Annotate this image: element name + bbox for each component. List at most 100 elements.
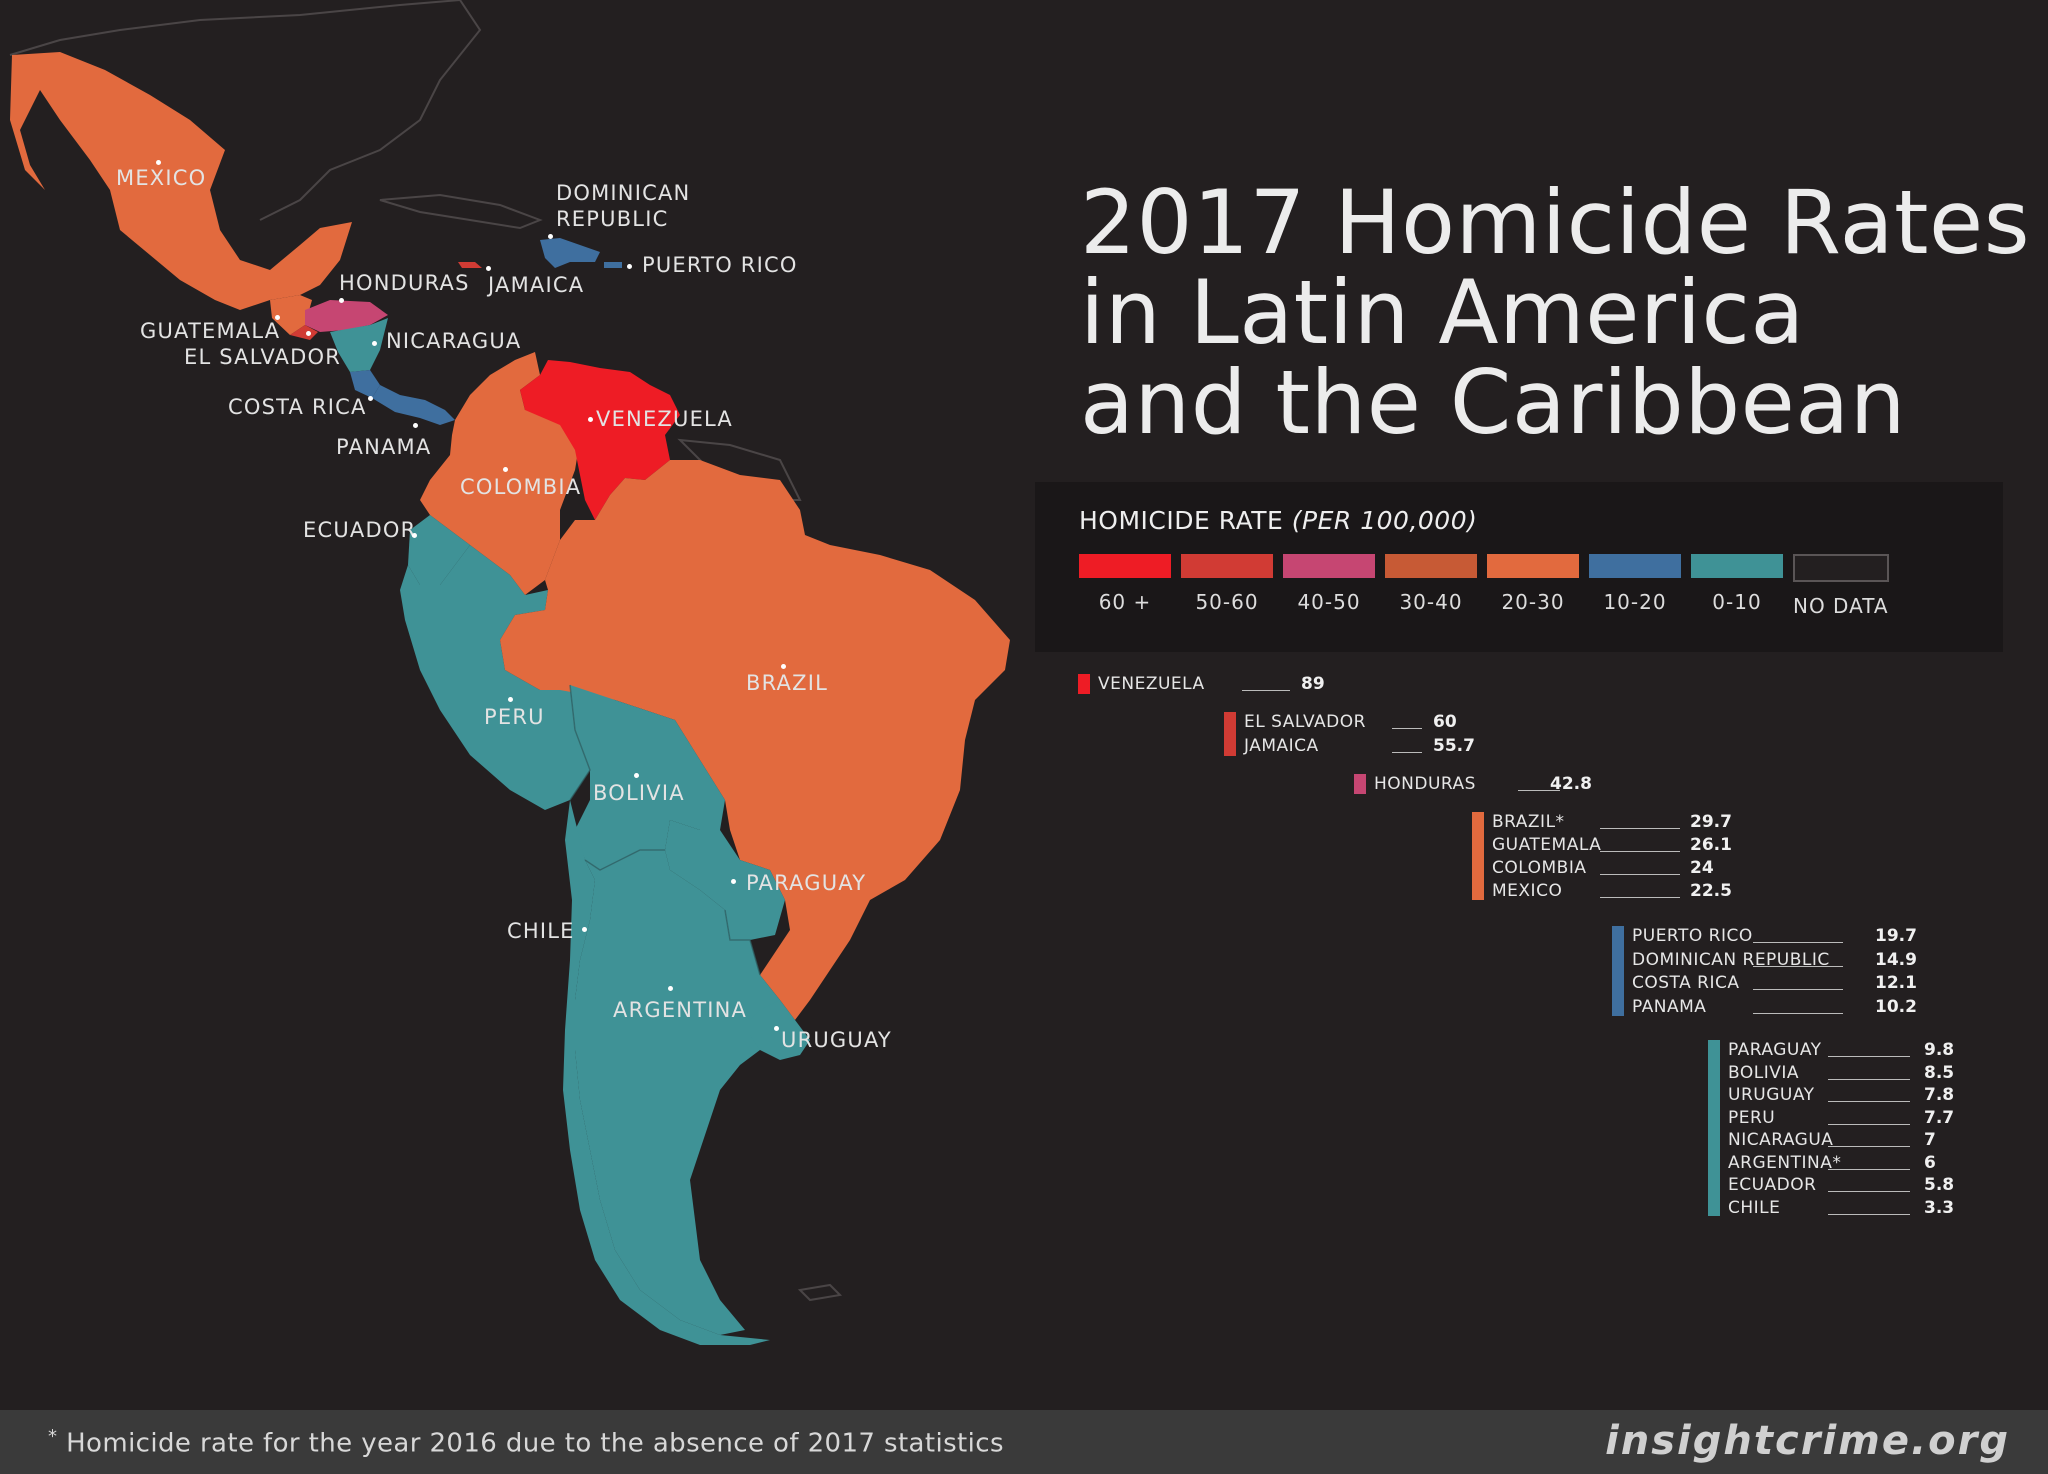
country-paraguay bbox=[665, 820, 785, 940]
ranking-leader-line bbox=[1600, 828, 1680, 829]
ranking-leader-line bbox=[1828, 1101, 1910, 1102]
legend-title-unit: (PER 100,000) bbox=[1291, 506, 1478, 535]
ranking-leader-line bbox=[1600, 874, 1680, 875]
legend-swatch bbox=[1181, 554, 1273, 578]
legend-item-5: 10-20 bbox=[1589, 554, 1681, 614]
map-label-costa-rica: COSTA RICA bbox=[228, 395, 367, 419]
ranking-leader-line bbox=[1828, 1123, 1910, 1125]
legend-swatch bbox=[1589, 554, 1681, 578]
ranking-country-name: GUATEMALA bbox=[1492, 835, 1602, 855]
footnote-text: Homicide rate for the year 2016 due to t… bbox=[66, 1428, 1004, 1459]
latin-america-map bbox=[9, 0, 1010, 1345]
ranking-value: 6 bbox=[1924, 1152, 1936, 1173]
ranking-value: 3.3 bbox=[1924, 1197, 1955, 1218]
ranking-country-name: DOMINICAN REPUBLIC bbox=[1632, 949, 1830, 970]
map-dot-venezuela bbox=[588, 417, 593, 422]
country-argentina bbox=[575, 850, 790, 1335]
map-dot-argentina bbox=[668, 986, 673, 991]
map-label-uruguay: URUGUAY bbox=[781, 1028, 892, 1052]
falkland-islands-outline bbox=[797, 1283, 843, 1302]
map-dot-puerto-rico bbox=[627, 264, 632, 269]
country-uruguay bbox=[750, 1000, 810, 1060]
legend-label: 40-50 bbox=[1297, 590, 1361, 614]
map-label-argentina: ARGENTINA bbox=[613, 998, 748, 1022]
map-label-jamaica: JAMAICA bbox=[488, 273, 585, 297]
ranking-leader-line bbox=[1828, 1056, 1910, 1057]
ranking-country-name: ECUADOR bbox=[1728, 1175, 1817, 1195]
legend-swatch bbox=[1793, 554, 1889, 582]
map-dot-dominican-republic bbox=[548, 234, 553, 239]
map-dot-chile bbox=[582, 927, 587, 932]
ranking-value: 24 bbox=[1690, 858, 1714, 878]
ranking-value: 89 bbox=[1301, 674, 1325, 694]
ranking-value: 8.5 bbox=[1924, 1062, 1955, 1083]
ranking-leader-line bbox=[1392, 752, 1422, 753]
legend-item-2: 40-50 bbox=[1283, 554, 1375, 614]
country-guatemala bbox=[270, 295, 312, 335]
ranking-value: 60 bbox=[1433, 712, 1457, 732]
country-borders bbox=[569, 684, 761, 976]
brand-logo: insightcrime.org bbox=[1605, 1418, 2010, 1464]
map-label-chile: CHILE bbox=[507, 919, 575, 943]
ranking-country-name: HONDURAS bbox=[1374, 774, 1476, 794]
map-dot-jamaica bbox=[486, 266, 491, 271]
map-dot-honduras bbox=[339, 298, 344, 303]
ranking-value: 55.7 bbox=[1433, 736, 1475, 756]
ranking-leader-line bbox=[1392, 728, 1422, 729]
ranking-country-name: BRAZIL* bbox=[1492, 812, 1565, 832]
ranking-country-name: EL SALVADOR bbox=[1244, 712, 1366, 732]
ranking-leader-line bbox=[1828, 1168, 1910, 1170]
map-dot-peru bbox=[508, 697, 513, 702]
ranking-leader-line bbox=[1828, 1191, 1910, 1192]
legend-swatch bbox=[1691, 554, 1783, 578]
legend-swatch bbox=[1079, 554, 1171, 578]
map-label-guatemala: GUATEMALA bbox=[140, 319, 281, 343]
country-puerto-rico bbox=[604, 262, 622, 268]
ranking-value: 7.7 bbox=[1924, 1107, 1955, 1128]
legend-swatch bbox=[1487, 554, 1579, 578]
ranking-leader-line bbox=[1753, 1012, 1843, 1014]
country-bolivia bbox=[570, 685, 725, 870]
map-label-dominican-republic-2: REPUBLIC bbox=[556, 207, 669, 231]
map-dot-colombia bbox=[503, 467, 508, 472]
map-dot-brazil bbox=[781, 664, 786, 669]
ranking-leader-line bbox=[1753, 989, 1843, 990]
map-dot-uruguay bbox=[774, 1026, 779, 1031]
ranking-value: 5.8 bbox=[1924, 1175, 1955, 1195]
map-label-mexico: MEXICO bbox=[116, 166, 207, 190]
legend-item-4: 20-30 bbox=[1487, 554, 1579, 614]
map-label-dominican-republic-1: DOMINICAN bbox=[556, 181, 691, 205]
legend-item-3: 30-40 bbox=[1385, 554, 1477, 614]
map-dot-panama bbox=[413, 423, 418, 428]
map-label-brazil: BRAZIL bbox=[746, 671, 828, 695]
legend-item-1: 50-60 bbox=[1181, 554, 1273, 614]
ranking-country-name: BOLIVIA bbox=[1728, 1062, 1800, 1083]
ranking-country-name: VENEZUELA bbox=[1098, 674, 1205, 694]
legend-title-main: HOMICIDE RATE bbox=[1079, 506, 1292, 535]
map-label-honduras: HONDURAS bbox=[339, 271, 470, 295]
country-venezuela bbox=[520, 360, 680, 520]
country-brazil bbox=[500, 460, 1010, 1020]
map-label-colombia: COLOMBIA bbox=[460, 475, 582, 499]
legend-item-6: 0-10 bbox=[1691, 554, 1783, 614]
map-label-puerto-rico: PUERTO RICO bbox=[642, 253, 798, 277]
ranking-country-name: COLOMBIA bbox=[1492, 858, 1587, 878]
legend-title: HOMICIDE RATE (PER 100,000) bbox=[1079, 506, 1477, 535]
ranking-leader-line bbox=[1600, 851, 1680, 852]
ranking-country-name: PERU bbox=[1728, 1107, 1776, 1128]
legend-item-0: 60 + bbox=[1079, 554, 1171, 614]
ranking-value: 7 bbox=[1924, 1130, 1936, 1150]
legend-label: NO DATA bbox=[1793, 594, 1889, 618]
ranking-country-name: MEXICO bbox=[1492, 881, 1563, 901]
ranking-value: 14.9 bbox=[1875, 949, 1917, 970]
ranking-value: 10.2 bbox=[1875, 996, 1917, 1017]
country-honduras bbox=[305, 300, 388, 332]
country-dominican-republic bbox=[540, 238, 600, 268]
map-label-panama: PANAMA bbox=[336, 435, 432, 459]
map-dot-costa-rica bbox=[368, 396, 373, 401]
ranking-value: 42.8 bbox=[1550, 774, 1592, 794]
country-jamaica bbox=[458, 262, 482, 268]
ranking-color-bar bbox=[1354, 774, 1366, 794]
legend-label: 50-60 bbox=[1195, 590, 1259, 614]
legend-label: 0-10 bbox=[1712, 590, 1762, 614]
